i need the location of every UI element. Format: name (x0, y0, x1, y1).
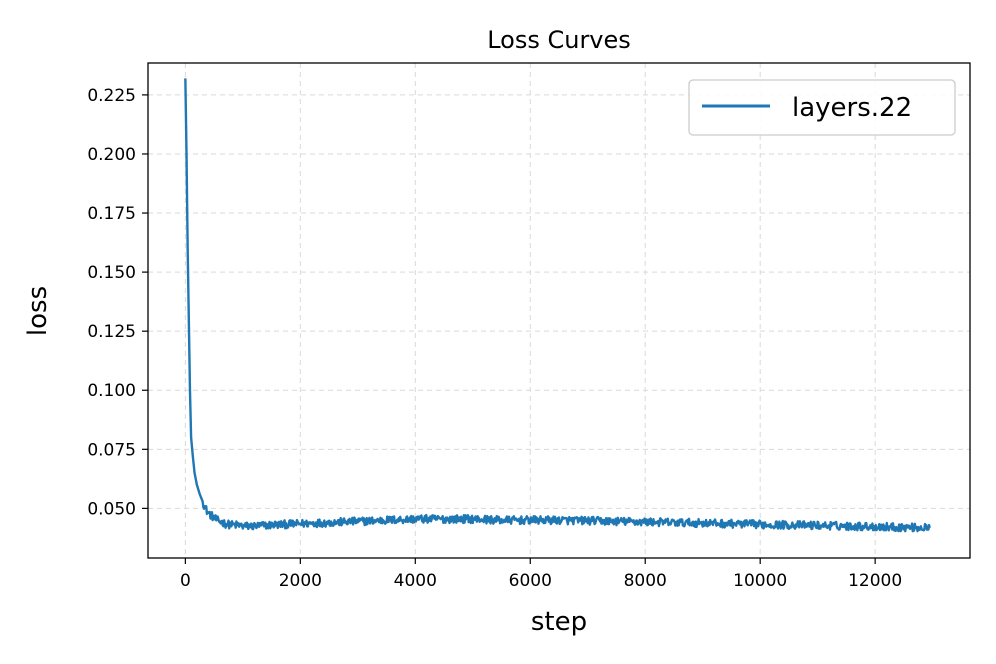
y-tick-label: 0.125 (87, 322, 136, 342)
y-tick-label: 0.075 (87, 440, 136, 460)
y-tick-label: 0.100 (87, 381, 136, 401)
y-axis-ticks: 0.050 0.075 0.100 0.125 0.150 0.175 0.200 0.225 (87, 86, 148, 519)
legend-label: layers.22 (792, 93, 912, 123)
y-tick-label: 0.225 (87, 86, 136, 106)
y-tick-label: 0.150 (87, 263, 136, 283)
x-tick-label: 2000 (279, 571, 322, 591)
x-tick-label: 6000 (509, 571, 552, 591)
x-tick-label: 8000 (624, 571, 667, 591)
legend-frame (688, 79, 956, 136)
y-tick-label: 0.175 (87, 204, 136, 224)
y-tick-label: 0.200 (87, 145, 136, 165)
y-tick-label: 0.050 (87, 499, 136, 519)
series-line-0 (184, 78, 931, 533)
x-axis-ticks: 0 2000 4000 6000 8000 10000 12000 (180, 558, 902, 591)
x-tick-label: 10000 (733, 571, 787, 591)
x-tick-label: 0 (180, 571, 191, 591)
y-axis-title: loss (23, 286, 53, 336)
chart-title: Loss Curves (487, 26, 631, 54)
x-tick-label: 12000 (848, 571, 902, 591)
x-tick-label: 4000 (394, 571, 437, 591)
legend: layers.22 (688, 79, 956, 136)
x-axis-title: step (531, 607, 587, 637)
series-layer (184, 78, 931, 533)
plot-frame (147, 62, 971, 559)
grid (148, 63, 970, 558)
